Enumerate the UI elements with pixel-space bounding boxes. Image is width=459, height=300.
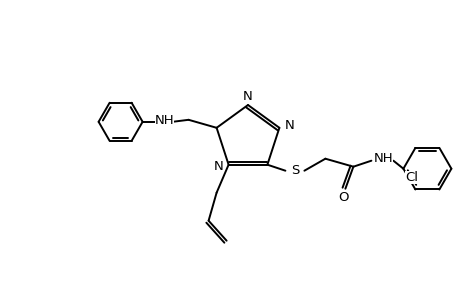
Text: O: O — [337, 191, 348, 204]
Text: Cl: Cl — [404, 171, 417, 184]
Text: N: N — [243, 89, 252, 103]
Text: N: N — [213, 160, 223, 173]
Text: NH: NH — [155, 114, 174, 127]
Text: NH: NH — [373, 152, 392, 165]
Text: N: N — [284, 119, 294, 132]
Text: S: S — [291, 164, 299, 177]
